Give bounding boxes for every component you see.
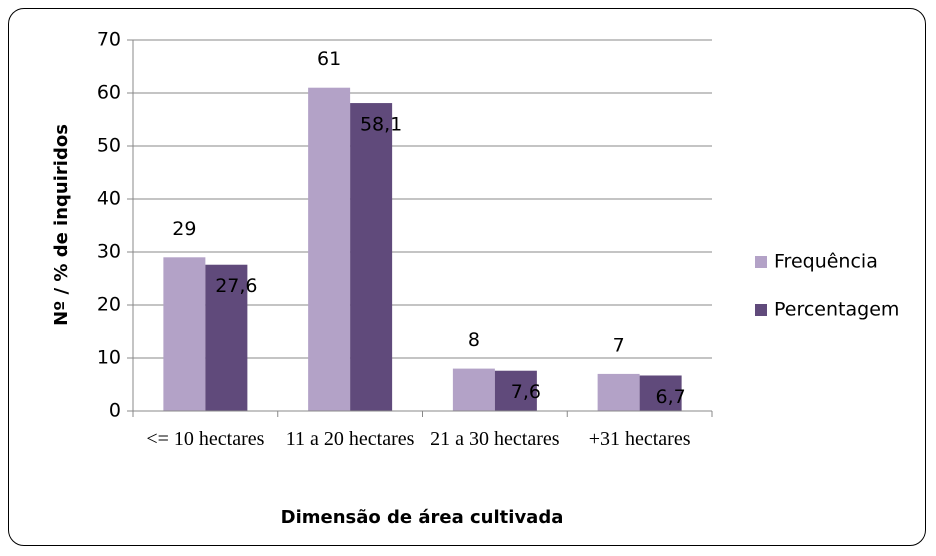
x-axis-title: Dimensão de área cultivada <box>281 507 564 528</box>
y-tick-label: 70 <box>97 29 121 51</box>
data-label: 6,7 <box>656 386 686 408</box>
x-tick-label: <= 10 hectares <box>146 428 265 450</box>
x-tick-label: 21 a 30 hectares <box>430 428 560 450</box>
data-label: 29 <box>172 218 196 240</box>
bar <box>494 370 537 411</box>
bar <box>452 368 495 411</box>
data-label: 8 <box>468 329 480 351</box>
bar <box>597 373 640 411</box>
bar <box>163 257 206 411</box>
data-label: 27,6 <box>215 275 257 297</box>
y-tick-label: 30 <box>97 241 121 263</box>
bar <box>205 264 248 411</box>
y-tick-label: 10 <box>97 347 121 369</box>
y-tick-label: 20 <box>97 294 121 316</box>
y-tick-label: 60 <box>97 82 121 104</box>
legend-label: Frequência <box>774 251 878 273</box>
legend-label: Percentagem <box>774 299 899 321</box>
y-tick-label: 40 <box>97 188 121 210</box>
bar <box>639 375 682 411</box>
y-axis-title: Nº / % de inquiridos <box>51 124 72 326</box>
data-label: 7,6 <box>511 381 541 403</box>
bar <box>308 87 351 411</box>
data-label: 58,1 <box>360 114 402 136</box>
bar <box>350 103 393 411</box>
legend-swatch <box>755 304 767 316</box>
y-tick-label: 50 <box>97 135 121 157</box>
x-tick-label: 11 a 20 hectares <box>285 428 415 450</box>
y-tick-label: 0 <box>109 400 121 422</box>
legend-swatch <box>755 256 767 268</box>
data-label: 61 <box>317 48 341 70</box>
x-tick-label: +31 hectares <box>588 428 691 450</box>
data-label: 7 <box>613 334 625 356</box>
chart-frame <box>8 8 926 546</box>
